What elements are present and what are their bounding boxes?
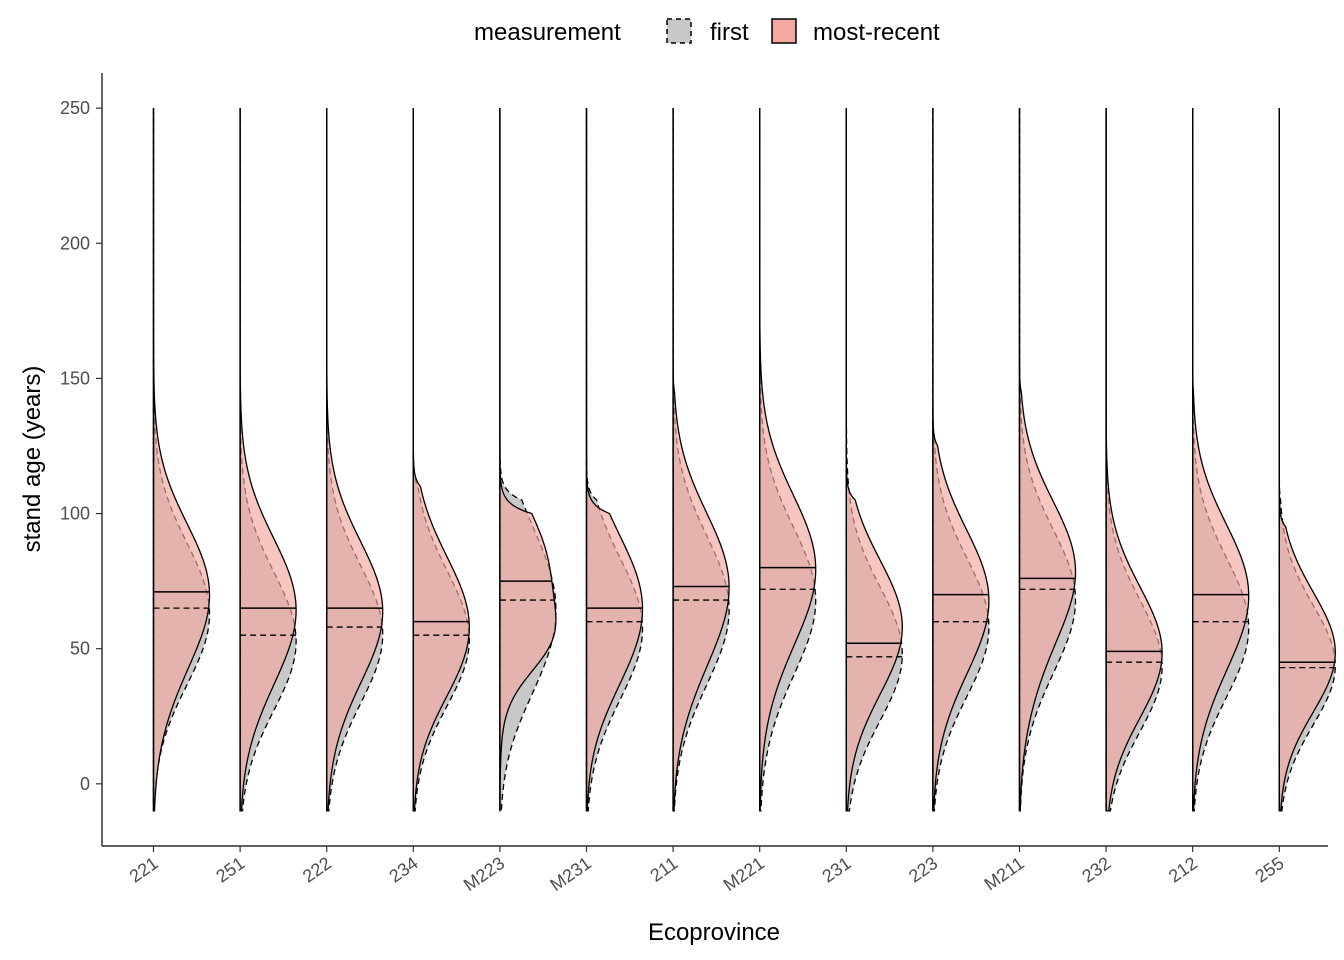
y-ticks: 0 50 100 150 200 250 [60,98,102,794]
violin-group-M221 [759,108,817,812]
violin-most-recent-211 [672,108,730,812]
violin-group-M211 [1018,108,1077,812]
y-tick-label: 0 [80,774,90,794]
x-tick-label-M211: M211 [981,853,1028,894]
violins-layer [152,108,1336,812]
violin-group-234 [412,108,470,812]
legend-label-most-recent: most-recent [813,19,940,46]
violin-group-221 [152,108,211,812]
violin-group-M231 [585,108,644,812]
violin-most-recent-255 [1278,108,1336,812]
x-tick-label-222: 222 [299,853,335,887]
x-tick-label-M223: M223 [460,853,508,895]
x-tick-label-M231: M231 [546,853,594,895]
violin-most-recent-M221 [759,108,817,812]
violin-most-recent-M211 [1018,108,1077,812]
x-tick-label-223: 223 [905,853,941,887]
violin-group-211 [672,108,730,812]
x-tick-label-M221: M221 [720,853,768,895]
x-tick-label-251: 251 [212,853,248,887]
x-tick-label-221: 221 [126,853,162,887]
x-axis-title: Ecoprovince [648,919,780,946]
legend: measurement first most-recent [474,18,940,46]
x-tick-label-212: 212 [1165,853,1201,887]
legend-key-most-recent [771,18,797,44]
x-tick-label-232: 232 [1078,853,1114,887]
x-tick-label-211: 211 [646,853,681,886]
violin-most-recent-232 [1105,108,1163,812]
y-tick-label: 200 [60,233,90,253]
violin-most-recent-M223 [499,108,557,812]
violin-most-recent-231 [845,108,903,812]
y-tick-label: 50 [70,639,90,659]
violin-most-recent-221 [152,108,211,812]
violin-most-recent-234 [412,108,470,812]
x-tick-label-231: 231 [819,853,855,887]
violin-group-223 [932,108,990,812]
x-ticks: 221 251 222 234 M223 M231 211 M221 231 223 M211 232… [126,846,1288,895]
violin-group-255 [1278,108,1336,812]
violin-group-M223 [499,108,557,812]
violin-group-251 [239,108,297,812]
legend-key-first [666,18,692,44]
y-axis-title: stand age (years) [19,366,46,553]
x-tick-label-234: 234 [386,853,422,887]
violin-group-231 [845,108,903,812]
violin-group-222 [326,108,384,812]
legend-label-first: first [710,19,749,46]
x-tick-label-255: 255 [1252,853,1288,887]
legend-title: measurement [474,19,621,46]
y-tick-label: 100 [60,504,90,524]
y-tick-label: 150 [60,368,90,388]
y-tick-label: 250 [60,98,90,118]
violin-group-212 [1191,108,1250,812]
violin-group-232 [1105,108,1163,812]
